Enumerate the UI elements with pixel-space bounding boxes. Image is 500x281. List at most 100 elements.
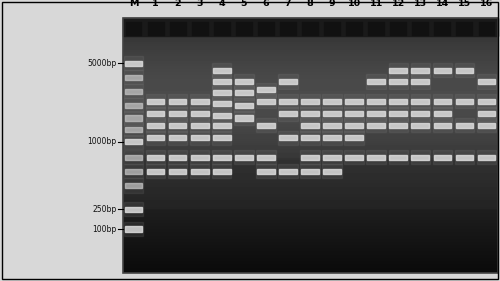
Bar	[256, 83, 276, 97]
Bar	[169, 135, 186, 140]
Bar	[368, 155, 385, 160]
Bar	[235, 103, 252, 108]
Bar	[434, 123, 451, 128]
Bar	[122, 18, 498, 273]
Bar	[432, 63, 452, 77]
Bar	[124, 150, 143, 164]
Bar	[278, 74, 297, 89]
Bar	[410, 94, 430, 108]
Bar	[434, 111, 451, 116]
Bar	[456, 68, 473, 73]
Bar	[124, 103, 142, 108]
Bar	[257, 169, 274, 174]
Bar	[300, 150, 320, 164]
Bar	[124, 115, 142, 121]
Bar	[234, 74, 254, 89]
Text: 15: 15	[458, 0, 471, 8]
Bar	[322, 150, 342, 164]
Bar	[146, 94, 166, 108]
Bar	[432, 150, 452, 164]
Bar	[390, 111, 407, 116]
Text: 13: 13	[414, 0, 427, 8]
Bar	[212, 131, 232, 145]
Bar	[190, 107, 210, 121]
Bar	[168, 131, 188, 145]
Bar	[279, 99, 297, 104]
Bar	[410, 74, 430, 89]
Bar	[477, 107, 496, 121]
Bar	[256, 94, 276, 108]
Bar	[190, 150, 210, 164]
Bar	[146, 107, 166, 121]
Bar	[390, 123, 407, 128]
Bar	[212, 108, 232, 122]
Bar	[236, 22, 252, 35]
Bar	[146, 150, 166, 164]
Text: 100bp: 100bp	[92, 225, 116, 234]
Bar	[124, 155, 142, 160]
Bar	[147, 169, 164, 174]
Text: 2: 2	[174, 0, 181, 8]
Bar	[368, 111, 385, 116]
Bar	[257, 87, 274, 92]
Bar	[124, 98, 143, 112]
Bar	[212, 86, 232, 100]
Bar	[169, 169, 186, 174]
Bar	[124, 56, 143, 70]
Bar	[412, 111, 429, 116]
Bar	[278, 107, 297, 121]
Bar	[213, 90, 230, 95]
Bar	[170, 22, 186, 35]
Bar	[256, 164, 276, 178]
Bar	[432, 107, 452, 121]
Bar	[213, 155, 230, 160]
Bar	[148, 22, 164, 35]
Bar	[412, 22, 428, 35]
Bar	[301, 135, 319, 140]
Bar	[124, 139, 142, 144]
Text: 16: 16	[480, 0, 493, 8]
Bar	[456, 123, 473, 128]
Bar	[124, 61, 142, 66]
Bar	[256, 150, 276, 164]
Bar	[388, 94, 408, 108]
Bar	[300, 107, 320, 121]
Text: 9: 9	[328, 0, 336, 8]
Bar	[412, 99, 429, 104]
Bar	[192, 22, 208, 35]
Bar	[323, 99, 341, 104]
Bar	[278, 164, 297, 178]
Bar	[212, 63, 232, 77]
Bar	[432, 94, 452, 108]
Text: 3: 3	[196, 0, 203, 8]
Bar	[147, 99, 164, 104]
Bar	[124, 178, 143, 192]
Bar	[213, 113, 230, 118]
Bar	[412, 68, 429, 73]
Bar	[190, 131, 210, 145]
Bar	[256, 118, 276, 132]
Bar	[300, 118, 320, 132]
Bar	[344, 118, 364, 132]
Bar	[346, 111, 363, 116]
Bar	[388, 118, 408, 132]
Bar	[190, 164, 210, 178]
Bar	[124, 183, 142, 188]
Bar	[322, 94, 342, 108]
Bar	[366, 118, 386, 132]
Bar	[454, 94, 474, 108]
Bar	[169, 99, 186, 104]
Bar	[434, 155, 451, 160]
Bar	[344, 107, 364, 121]
Bar	[147, 135, 164, 140]
Bar	[390, 79, 407, 84]
Bar	[212, 150, 232, 164]
Bar	[368, 99, 385, 104]
Bar	[169, 111, 186, 116]
Bar	[300, 164, 320, 178]
Bar	[124, 202, 143, 216]
Bar	[410, 150, 430, 164]
Bar	[191, 111, 208, 116]
Bar	[390, 99, 407, 104]
Bar	[301, 111, 319, 116]
